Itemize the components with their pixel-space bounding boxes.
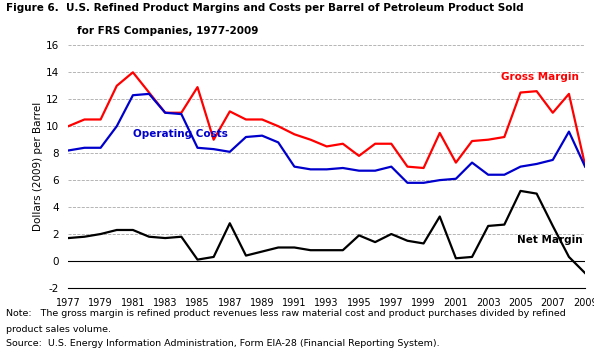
Text: Source:  U.S. Energy Information Administration, Form EIA-28 (Financial Reportin: Source: U.S. Energy Information Administ… (6, 339, 440, 348)
Text: product sales volume.: product sales volume. (6, 325, 111, 334)
Y-axis label: Dollars (2009) per Barrel: Dollars (2009) per Barrel (33, 102, 43, 231)
Text: Net Margin: Net Margin (517, 236, 583, 245)
Text: Operating Costs: Operating Costs (133, 129, 228, 139)
Text: for FRS Companies, 1977-2009: for FRS Companies, 1977-2009 (77, 26, 258, 36)
Text: Gross Margin: Gross Margin (501, 72, 579, 82)
Text: Figure 6.  U.S. Refined Product Margins and Costs per Barrel of Petroleum Produc: Figure 6. U.S. Refined Product Margins a… (6, 3, 523, 14)
Text: Note:   The gross margin is refined product revenues less raw material cost and : Note: The gross margin is refined produc… (6, 309, 565, 318)
